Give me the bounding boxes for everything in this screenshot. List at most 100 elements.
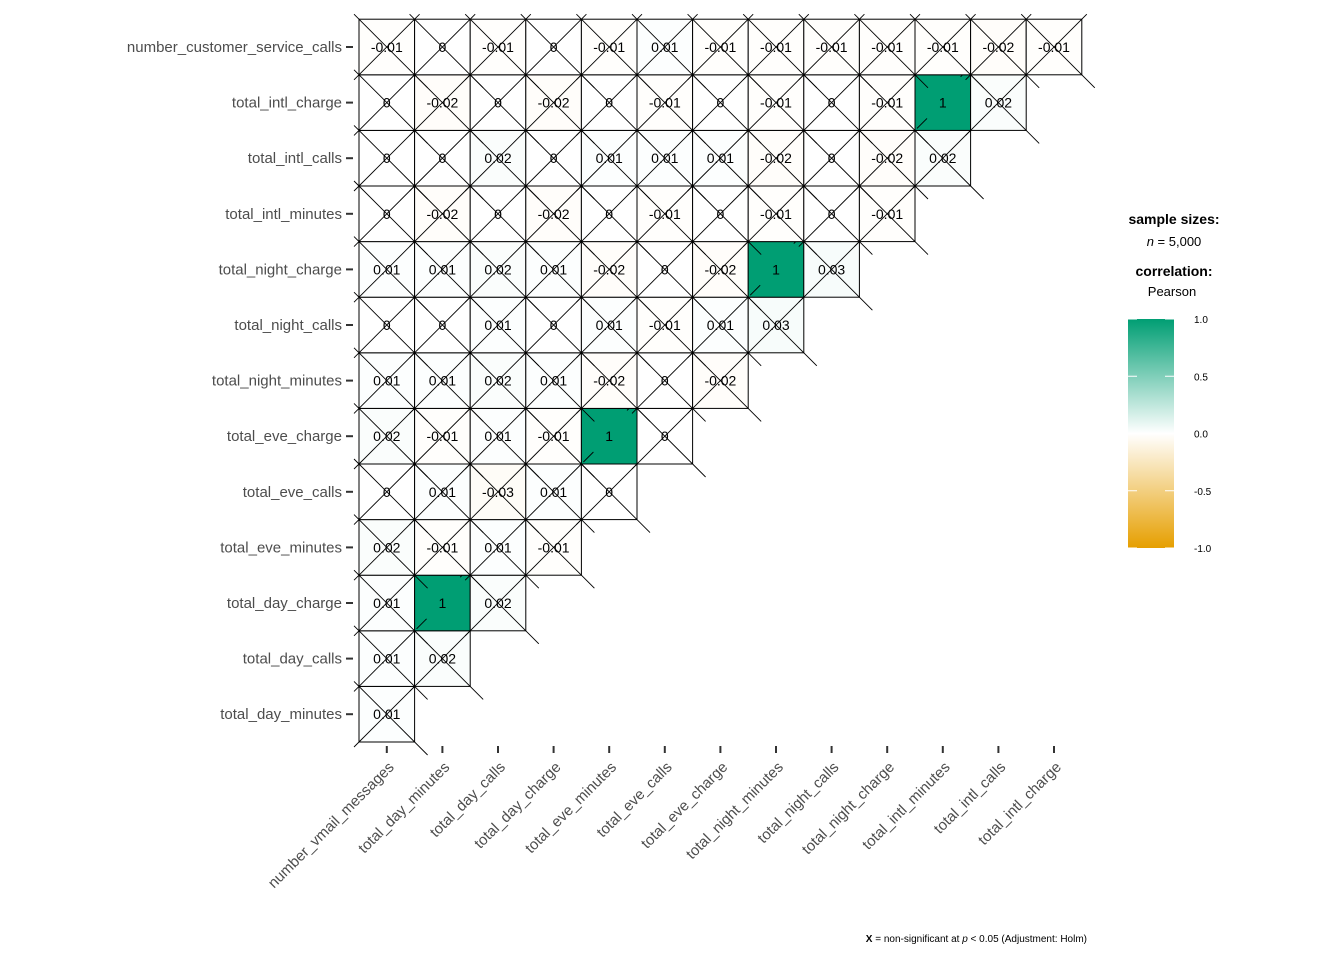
nonsignificant-x-mark <box>520 403 587 470</box>
nonsignificant-x-mark <box>353 403 420 470</box>
heatmap-cell: 0.01 <box>687 125 762 200</box>
y-axis-label: total_day_charge <box>227 595 342 612</box>
heatmap-cell: 0.01 <box>353 681 428 756</box>
nonsignificant-x-mark <box>687 125 754 192</box>
cell-value-label: 0 <box>828 95 836 111</box>
cell-value-label: 0.01 <box>707 317 734 333</box>
nonsignificant-x-mark <box>353 291 420 359</box>
nonsignificant-x-mark <box>353 236 428 311</box>
nonsignificant-x-mark <box>353 625 428 700</box>
nonsignificant-x-mark <box>1020 13 1096 89</box>
heatmap-cell: 0 <box>409 13 484 89</box>
cell-value-label: 0 <box>383 206 391 222</box>
cell-value-label: -0.02 <box>538 95 570 111</box>
heatmap-cell: -0.01 <box>854 13 929 89</box>
cell-value-label: -0.01 <box>760 39 792 55</box>
nonsignificant-x-mark <box>854 13 929 89</box>
cell-value-label: 0 <box>605 484 613 500</box>
cell-value-label: -0.03 <box>482 484 514 500</box>
cell-value-label: 0 <box>383 484 391 500</box>
y-axis-label: total_night_charge <box>219 261 342 278</box>
cell-value-label: -0.01 <box>760 206 792 222</box>
cell-value-label: 1 <box>939 95 947 111</box>
heatmap-cell: 0 <box>353 458 428 533</box>
cell-value-label: 0.01 <box>373 595 400 611</box>
cell-value-label: -0.01 <box>371 39 403 55</box>
cell-value-label: 0 <box>605 206 613 222</box>
nonsignificant-x-mark <box>742 13 810 81</box>
nonsignificant-x-mark <box>798 125 865 192</box>
nonsignificant-x-mark <box>464 13 532 81</box>
legend-tick-label: 1.0 <box>1194 315 1208 326</box>
nonsignificant-x-mark <box>464 125 532 192</box>
nonsignificant-x-mark <box>687 291 754 359</box>
nonsignificant-x-mark <box>576 13 643 81</box>
heatmap-cell: -0.02 <box>742 125 818 200</box>
cell-value-label: 0.01 <box>540 373 567 389</box>
nonsignificant-x-mark <box>631 347 698 414</box>
cell-value-label: 1 <box>772 261 780 277</box>
cell-value-label: 1 <box>605 428 613 444</box>
caption: X = non-significant at p < 0.05 (Adjustm… <box>866 934 1087 945</box>
nonsignificant-x-mark <box>687 13 754 81</box>
cell-value-label: 0.02 <box>484 373 511 389</box>
heatmap-cell: -0.01 <box>1020 13 1096 89</box>
nonsignificant-x-mark <box>687 180 754 247</box>
cell-value-label: -0.01 <box>871 39 903 55</box>
cell-value-label: 0.01 <box>540 484 567 500</box>
nonsignificant-x-mark <box>854 125 921 192</box>
heatmap-cell: 0 <box>353 125 428 200</box>
y-axis-label: total_intl_charge <box>232 95 342 112</box>
nonsignificant-x-mark <box>965 13 1032 81</box>
cell-value-label: -0.02 <box>871 150 903 166</box>
nonsignificant-x-mark <box>520 347 587 414</box>
heatmap-cell: 0.01 <box>353 569 428 645</box>
nonsignificant-x-mark <box>353 347 428 422</box>
nonsignificant-x-mark <box>909 13 976 81</box>
cell-value-label: 0 <box>494 95 502 111</box>
cell-value-label: -0.01 <box>760 95 792 111</box>
cell-value-label: 0.01 <box>484 428 511 444</box>
nonsignificant-x-mark <box>353 514 428 589</box>
cell-value-label: -0.01 <box>1038 39 1070 55</box>
cell-value-label: -0.01 <box>704 39 736 55</box>
cell-value-label: 0 <box>439 39 447 55</box>
cell-corner-mark <box>583 451 594 463</box>
heatmap-cells: 0.01 0.01 0.02 0.01 1 0.02 0.02 -0.01 0.01 -0.01 0… <box>353 13 1096 756</box>
nonsignificant-x-mark <box>742 125 810 192</box>
nonsignificant-x-mark <box>1020 13 1088 81</box>
cell-value-label: 0.01 <box>373 651 400 667</box>
y-axis-label: total_night_minutes <box>212 373 342 390</box>
cell-value-label: 0.01 <box>596 317 623 333</box>
nonsignificant-x-mark <box>798 180 865 247</box>
nonsignificant-x-mark <box>965 69 1032 136</box>
nonsignificant-x-mark <box>353 125 420 192</box>
nonsignificant-x-mark <box>798 13 873 89</box>
nonsignificant-x-mark <box>631 180 698 247</box>
nonsignificant-x-mark <box>353 180 428 255</box>
nonsignificant-x-mark <box>464 291 532 359</box>
nonsignificant-x-mark <box>520 13 595 89</box>
heatmap-cell: -0.01 <box>353 13 428 89</box>
cell-value-label: -0.01 <box>482 39 514 55</box>
cell-value-label: 0 <box>383 95 391 111</box>
heatmap-cell: 1 <box>914 68 972 131</box>
cell-value-label: 0.01 <box>484 317 511 333</box>
cell-value-label: 0.02 <box>484 261 511 277</box>
heatmap-cell: -0.01 <box>576 13 651 89</box>
nonsignificant-x-mark <box>353 236 420 303</box>
cell-value-label: -0.01 <box>593 39 625 55</box>
legend-sample-value: n = 5,000 <box>1147 234 1202 249</box>
nonsignificant-x-mark <box>520 236 587 303</box>
cell-value-label: 0 <box>717 95 725 111</box>
nonsignificant-x-mark <box>464 13 540 89</box>
y-axis-label: total_intl_minutes <box>225 206 342 223</box>
nonsignificant-x-mark <box>742 69 810 136</box>
cell-value-label: 0.02 <box>429 651 456 667</box>
nonsignificant-x-mark <box>409 236 476 303</box>
nonsignificant-x-mark <box>687 347 754 414</box>
legend-tick-label: -1.0 <box>1194 544 1212 555</box>
nonsignificant-x-mark <box>576 69 643 136</box>
heatmap-cell: 1 <box>580 402 638 465</box>
